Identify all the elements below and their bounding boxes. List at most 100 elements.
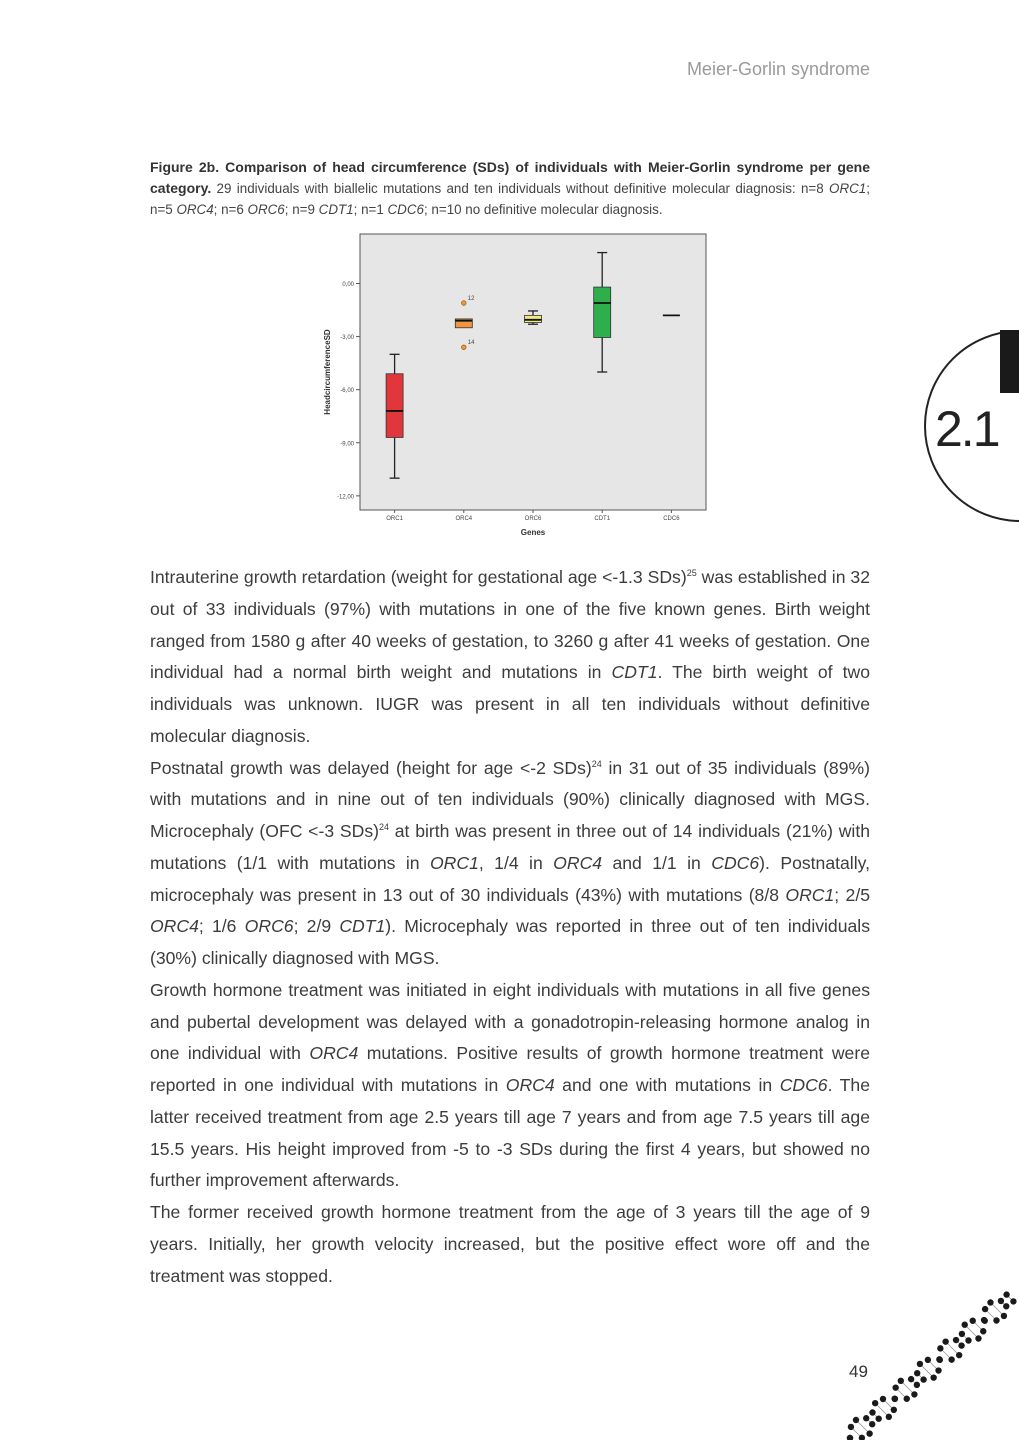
text-segment: ; n=10 no definitive molecular diagnosis… xyxy=(423,202,663,217)
boxplot-chart: 0,00 -3,00 -6,00 -9,00 -12,00 ORC1 ORC4 ORC6 CDT… xyxy=(323,233,707,537)
caption-text: 29 individuals with biallelic mutations … xyxy=(150,181,870,217)
gene-name: ORC1 xyxy=(829,181,867,196)
dna-node xyxy=(981,1317,988,1324)
gene-name: CDC6 xyxy=(387,202,424,217)
dna-node xyxy=(1000,1312,1008,1320)
dna-node xyxy=(997,1297,1005,1305)
dna-node xyxy=(863,1415,870,1422)
dna-node xyxy=(930,1374,937,1381)
box-iqr xyxy=(385,373,404,438)
dna-node xyxy=(993,1317,1000,1324)
dna-node xyxy=(961,1321,968,1328)
gene-name: ORC4 xyxy=(553,852,603,873)
dna-node xyxy=(958,1342,965,1349)
text-segment: ; n=1 xyxy=(353,202,388,217)
outlier-label: 14 xyxy=(468,340,475,346)
text-segment: ; n=6 xyxy=(213,202,248,217)
box-orc1 xyxy=(385,353,404,479)
outlier-point xyxy=(461,300,467,306)
dna-node xyxy=(885,1413,893,1421)
gene-name: ORC4 xyxy=(176,202,214,217)
dna-node xyxy=(913,1381,921,1389)
x-tick-label: ORC1 xyxy=(386,516,403,522)
gene-name: ORC4 xyxy=(309,1043,359,1064)
text-segment: ; n=9 xyxy=(284,202,319,217)
dna-rung xyxy=(855,1419,870,1434)
gene-name: ORC4 xyxy=(150,916,199,937)
y-tick-label: 0,00 xyxy=(342,282,354,288)
y-tick-label: -6,00 xyxy=(340,388,354,394)
y-tick-label: -12,00 xyxy=(337,494,355,500)
box-orc4: 12 14 xyxy=(454,296,475,350)
dna-node xyxy=(897,1377,905,1385)
dna-node xyxy=(916,1360,924,1368)
dna-rung xyxy=(900,1380,915,1395)
text-segment: and 1/1 in xyxy=(602,852,712,873)
chapter-tab-arc xyxy=(924,330,1019,522)
y-tick-label: -9,00 xyxy=(340,441,354,447)
text-segment: . The birth weight of two individuals wa… xyxy=(150,662,870,746)
dna-node xyxy=(937,1345,944,1352)
dna-node xyxy=(846,1434,854,1440)
caption-label: Figure 2b. Comparison of head circumfere… xyxy=(150,159,870,196)
page-number: 49 xyxy=(849,1362,868,1381)
x-tick-label: ORC4 xyxy=(455,516,472,522)
dna-node xyxy=(924,1356,932,1364)
dna-node xyxy=(871,1399,879,1407)
chapter-number: 2.1 xyxy=(935,401,1001,457)
running-title: Meier-Gorlin syndrome xyxy=(686,59,870,79)
gene-name: CDC6 xyxy=(779,1075,828,1095)
gene-name: ORC6 xyxy=(244,916,294,937)
text-segment: ). Postnatally, microcephaly was present… xyxy=(150,852,870,905)
dna-node xyxy=(920,1376,927,1383)
box-iqr xyxy=(593,286,612,338)
dna-node xyxy=(936,1356,944,1364)
dna-node xyxy=(987,1299,994,1306)
dna-node xyxy=(969,1317,976,1324)
gene-name: CDT1 xyxy=(611,662,658,683)
chapter-tab-circle xyxy=(924,330,1019,522)
dna-rung xyxy=(874,1402,890,1418)
plot-area xyxy=(359,233,707,511)
x-tick-label: ORC6 xyxy=(525,516,542,522)
gene-name: ORC1 xyxy=(785,884,835,905)
text-segment: was established in 32 out of 33 individu… xyxy=(150,567,870,683)
gene-name: CDT1 xyxy=(339,916,386,937)
dna-node xyxy=(980,1328,987,1335)
box-iqr xyxy=(454,318,473,329)
dna-node xyxy=(847,1423,855,1431)
text-segment: 29 individuals with biallelic mutations … xyxy=(211,181,830,196)
gene-name: ORC4 xyxy=(505,1075,555,1095)
text-segment: . The latter received treatment from age… xyxy=(150,1075,870,1191)
dna-node xyxy=(892,1384,899,1391)
dna-node xyxy=(913,1369,921,1377)
y-axis-label: HeadcircumferenceSD xyxy=(323,329,332,415)
dna-node xyxy=(952,1336,960,1344)
dna-node xyxy=(935,1367,942,1374)
dna-node xyxy=(955,1351,963,1359)
dna-node xyxy=(852,1416,860,1424)
outlier-point xyxy=(461,344,467,350)
text-segment: ; 1/6 xyxy=(198,916,245,937)
reference-superscript: 25 xyxy=(686,568,697,578)
box-cdt1 xyxy=(593,251,612,373)
dna-node xyxy=(975,1335,982,1342)
gene-name: CDC6 xyxy=(711,852,760,873)
dna-node xyxy=(858,1434,866,1440)
text-segment: and one with mutations in xyxy=(554,1075,780,1095)
dna-node xyxy=(866,1430,873,1437)
outlier-label: 12 xyxy=(468,296,475,302)
box-orc6 xyxy=(524,310,542,325)
dna-rung xyxy=(964,1324,979,1339)
gene-name: ORC6 xyxy=(247,202,285,217)
paragraph: Postnatal growth was delayed (height for… xyxy=(150,753,870,975)
dna-node xyxy=(1010,1298,1017,1305)
dna-helix-icon xyxy=(846,1291,1017,1440)
text-segment: at birth was present in three out of 14 … xyxy=(150,821,870,873)
dna-node xyxy=(890,1406,898,1414)
text-segment: mutations. Positive results of growth ho… xyxy=(150,1043,870,1095)
paragraph: Growth hormone treatment was initiated i… xyxy=(150,975,870,1197)
x-tick-label: CDC6 xyxy=(663,516,680,522)
y-tick-label: -3,00 xyxy=(340,335,354,341)
dna-rung xyxy=(919,1363,934,1378)
